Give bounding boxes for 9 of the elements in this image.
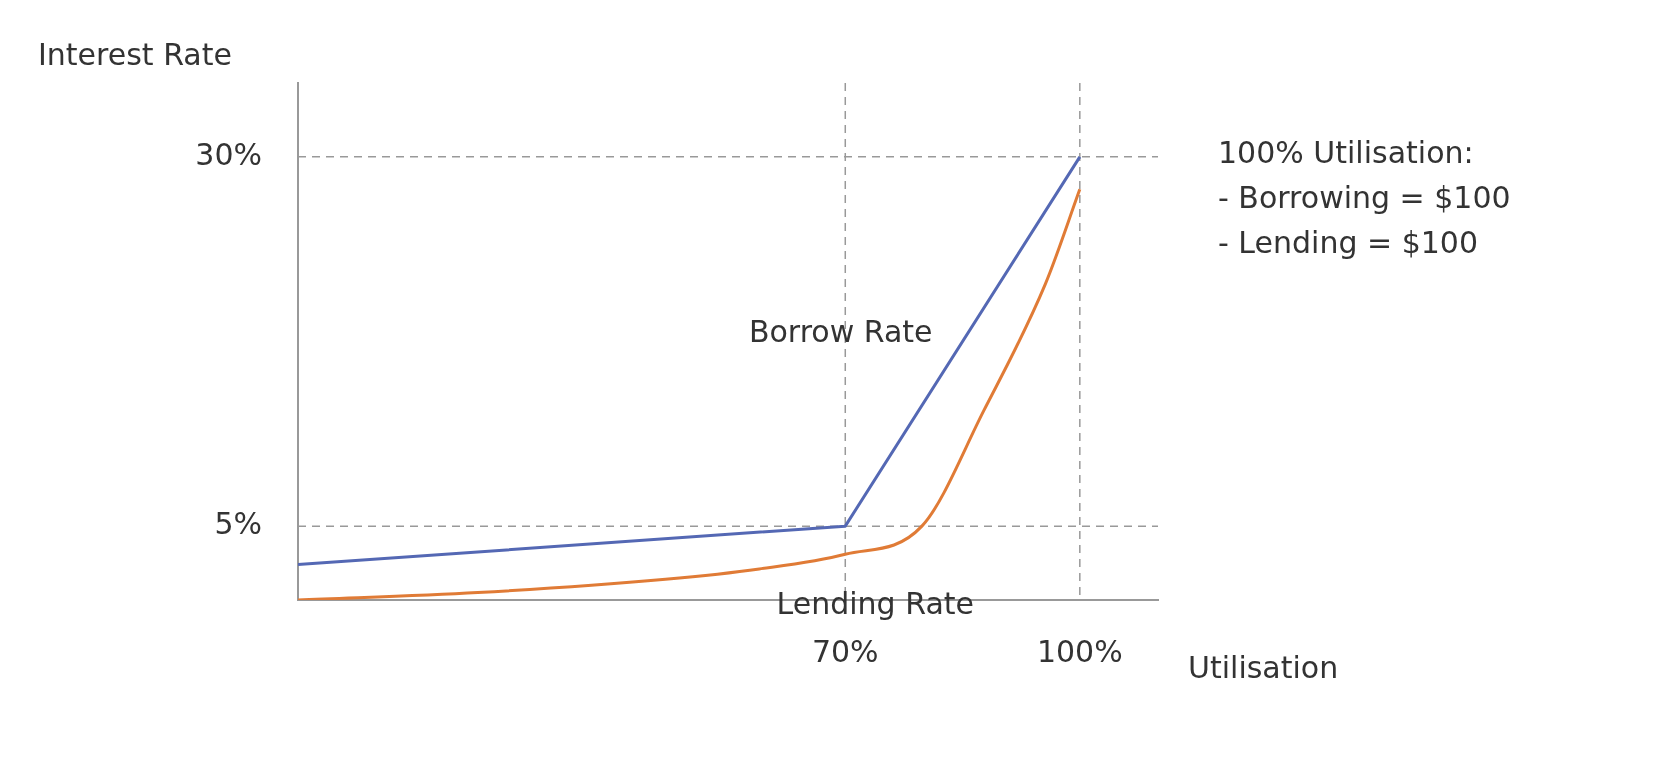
y-tick-label: 5% [214,505,262,541]
series-label: Borrow Rate [748,313,933,349]
series-label: Lending Rate [776,586,974,622]
x-tick-label: 70% [811,633,879,669]
x-tick-label: 100% [1036,633,1123,669]
y-tick-label: 30% [195,136,262,172]
y-axis-title: Interest Rate [38,37,232,72]
x-axis-title: Utilisation [1188,650,1339,685]
text: 100% Utilisation: - Borrowing = $100 - Lending = $100 [1218,135,1511,260]
